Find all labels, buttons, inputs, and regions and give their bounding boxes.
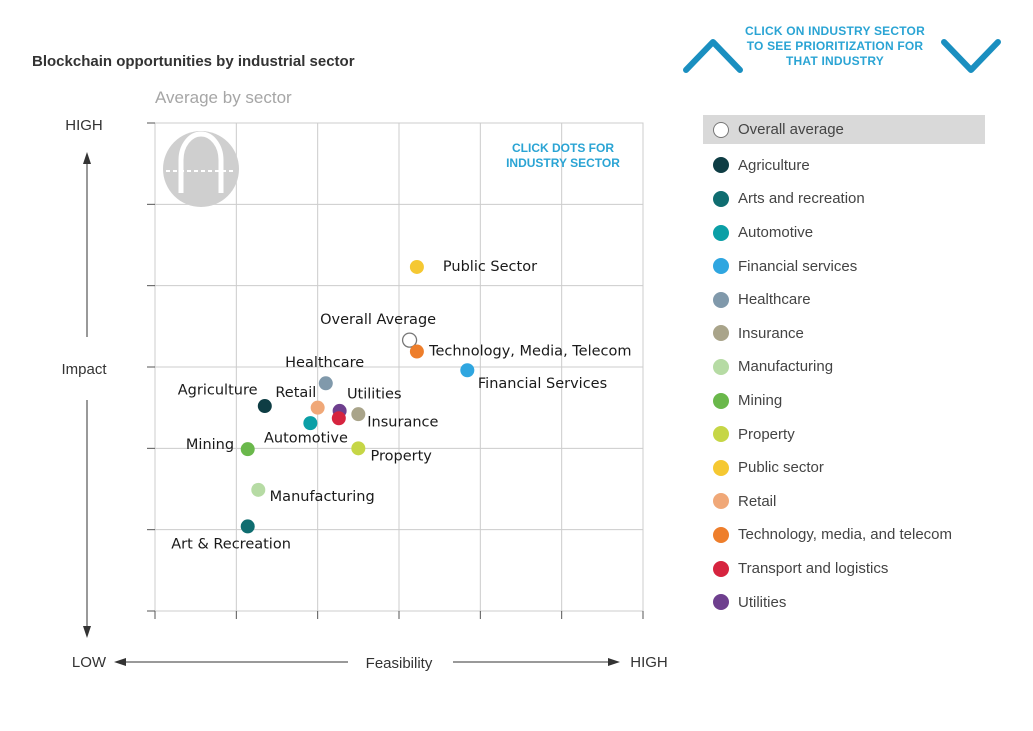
- data-point-public-sector[interactable]: [409, 259, 424, 274]
- watermark-logo: [163, 131, 239, 207]
- legend-swatch: [713, 560, 729, 577]
- point-label: Public Sector: [443, 259, 537, 275]
- legend-swatch: [713, 459, 729, 476]
- legend-item-utilities[interactable]: Utilities: [703, 585, 985, 619]
- legend-label: Utilities: [738, 593, 787, 611]
- legend-swatch: [713, 190, 729, 207]
- data-point-agriculture[interactable]: [257, 399, 272, 414]
- point-label: Utilities: [347, 387, 402, 403]
- legend-label: Technology, media, and telecom: [738, 526, 953, 544]
- legend-label: Transport and logistics: [738, 560, 889, 578]
- point-label: Healthcare: [285, 355, 364, 371]
- point-label: Property: [371, 448, 433, 464]
- point-label: Agriculture: [178, 383, 258, 399]
- data-point-retail[interactable]: [310, 400, 325, 415]
- chart-title: Blockchain opportunities by industrial s…: [32, 53, 355, 70]
- point-label: Insurance: [367, 414, 438, 430]
- legend-label: Insurance: [738, 324, 804, 342]
- dots-hint: INDUSTRY SECTOR: [506, 156, 620, 170]
- point-label: Technology, Media, Telecom: [428, 344, 631, 360]
- legend-label: Overall average: [738, 121, 844, 138]
- point-label: Retail: [275, 385, 316, 401]
- legend-swatch: [713, 493, 729, 510]
- data-point-mining[interactable]: [240, 442, 255, 457]
- x-axis-arrow-left: [114, 658, 126, 666]
- legend-swatch: [713, 325, 729, 342]
- data-point-automotive[interactable]: [303, 416, 318, 431]
- legend-item-overall-average[interactable]: Overall average: [703, 115, 985, 144]
- chart-subtitle: Average by sector: [155, 88, 292, 107]
- data-point-overall-average[interactable]: [401, 332, 418, 348]
- legend-item-agriculture[interactable]: Agriculture: [703, 149, 985, 183]
- y-axis-arrow-down: [83, 626, 91, 638]
- legend-item-property[interactable]: Property: [703, 417, 985, 451]
- legend-swatch: [713, 526, 729, 543]
- x-axis-label: Feasibility: [366, 655, 433, 672]
- data-point-healthcare[interactable]: [318, 376, 333, 391]
- legend-label: Property: [738, 425, 795, 443]
- data-point-insurance[interactable]: [351, 407, 366, 422]
- dots-hint: CLICK DOTS FOR: [512, 141, 614, 155]
- data-point-transport-and-logistics[interactable]: [331, 411, 346, 426]
- legend-swatch: [713, 224, 729, 241]
- legend-item-insurance[interactable]: Insurance: [703, 317, 985, 351]
- y-axis-label: Impact: [61, 361, 107, 378]
- legend-item-mining[interactable]: Mining: [703, 384, 985, 418]
- legend-label: Public sector: [738, 459, 824, 477]
- sector-legend: Overall average Agriculture Arts and recre…: [703, 115, 985, 619]
- legend-item-technology-media-and-telecom[interactable]: Technology, media, and telecom: [703, 518, 985, 552]
- legend-swatch: [713, 358, 729, 375]
- chevron-up-icon[interactable]: [680, 36, 746, 76]
- point-label: Mining: [186, 437, 234, 453]
- legend-label: Mining: [738, 392, 783, 410]
- legend-swatch: [713, 157, 729, 174]
- chevron-down-icon[interactable]: [938, 36, 1004, 76]
- x-axis-arrow-right: [608, 658, 620, 666]
- legend-swatch: [713, 258, 729, 275]
- data-point-property[interactable]: [351, 441, 366, 456]
- legend-label: Healthcare: [738, 291, 811, 309]
- legend-label: Financial services: [738, 257, 858, 275]
- point-label: Art & Recreation: [171, 536, 291, 552]
- legend-item-arts-and-recreation[interactable]: Arts and recreation: [703, 182, 985, 216]
- data-point-technology-media-telecom[interactable]: [409, 344, 424, 359]
- x-axis-low-label: LOW: [72, 654, 107, 671]
- legend-item-healthcare[interactable]: Healthcare: [703, 283, 985, 317]
- legend-label: Manufacturing: [738, 358, 834, 376]
- x-axis-high-label: HIGH: [630, 654, 668, 671]
- legend-item-financial-services[interactable]: Financial services: [703, 249, 985, 283]
- legend-item-public-sector[interactable]: Public sector: [703, 451, 985, 485]
- legend-label: Agriculture: [738, 156, 810, 174]
- legend-label: Retail: [738, 492, 777, 510]
- industry-nav-hint: CLICK ON INDUSTRY SECTOR TO SEE PRIORITI…: [745, 24, 925, 68]
- legend-swatch: [713, 392, 729, 409]
- legend-item-transport-and-logistics[interactable]: Transport and logistics: [703, 552, 985, 586]
- legend-swatch: [713, 121, 729, 138]
- legend-swatch: [713, 426, 729, 443]
- legend-label: Arts and recreation: [738, 190, 865, 208]
- y-axis-arrow-up: [83, 152, 91, 164]
- legend-item-retail[interactable]: Retail: [703, 485, 985, 519]
- point-label: Overall Average: [320, 312, 436, 328]
- data-point-art-recreation[interactable]: [240, 519, 255, 534]
- legend-item-automotive[interactable]: Automotive: [703, 216, 985, 250]
- legend-label: Automotive: [738, 224, 814, 242]
- data-point-financial-services[interactable]: [460, 363, 475, 378]
- legend-item-manufacturing[interactable]: Manufacturing: [703, 350, 985, 384]
- point-label: Manufacturing: [270, 489, 375, 505]
- point-label: Automotive: [264, 431, 348, 447]
- legend-swatch: [713, 291, 729, 308]
- data-point-manufacturing[interactable]: [251, 482, 266, 497]
- legend-swatch: [713, 594, 729, 611]
- y-axis-high-label: HIGH: [65, 117, 103, 134]
- point-label: Financial Services: [478, 376, 607, 392]
